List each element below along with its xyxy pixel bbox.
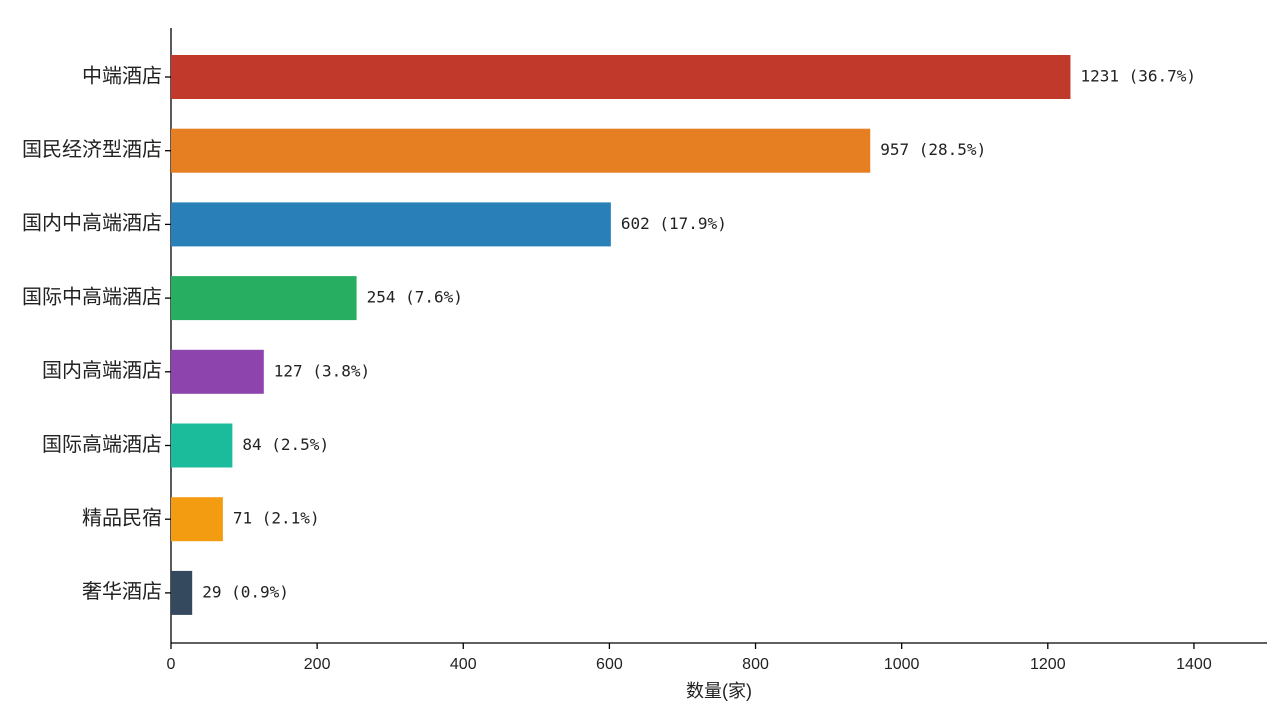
bar <box>171 55 1071 99</box>
bar <box>171 276 357 321</box>
x-tick-label: 800 <box>742 656 769 673</box>
y-tick-label: 国内高端酒店 <box>42 359 162 382</box>
y-tick-label: 中端酒店 <box>82 64 162 87</box>
value-label: 1231 (36.7%) <box>1080 67 1196 86</box>
value-label: 127 (3.8%) <box>274 361 370 380</box>
value-label: 957 (28.5%) <box>880 140 986 159</box>
y-tick-label: 奢华酒店 <box>82 580 162 603</box>
value-label: 29 (0.9%) <box>202 582 289 601</box>
x-tick-label: 600 <box>596 656 623 673</box>
bar <box>171 423 233 468</box>
bar <box>171 128 871 173</box>
value-label: 602 (17.9%) <box>621 214 727 233</box>
y-tick-label: 精品民宿 <box>82 506 162 529</box>
bar <box>171 570 193 615</box>
y-tick-label: 国内中高端酒店 <box>22 212 162 235</box>
bar <box>171 497 223 542</box>
value-label: 71 (2.1%) <box>233 509 320 528</box>
y-tick-label: 国民经济型酒店 <box>22 138 162 161</box>
value-label: 84 (2.5%) <box>242 435 329 454</box>
bar <box>171 349 264 394</box>
x-axis-title: 数量(家) <box>686 681 752 701</box>
x-tick-label: 1400 <box>1176 656 1212 673</box>
value-label: 254 (7.6%) <box>367 288 463 307</box>
x-tick-label: 200 <box>304 656 331 673</box>
y-tick-label: 国际中高端酒店 <box>22 285 162 308</box>
y-tick-label: 国际高端酒店 <box>42 433 162 456</box>
x-tick-label: 0 <box>167 656 176 673</box>
x-tick-label: 1200 <box>1030 656 1066 673</box>
x-tick-label: 1000 <box>884 656 920 673</box>
x-tick-label: 400 <box>450 656 477 673</box>
bar <box>171 202 611 247</box>
